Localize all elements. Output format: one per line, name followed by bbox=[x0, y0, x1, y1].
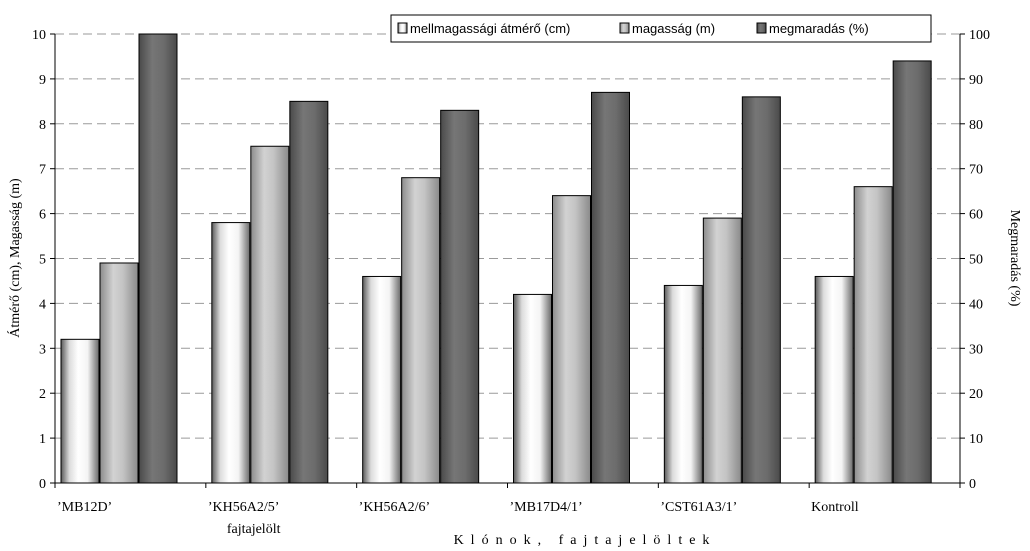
x-category-label: ’KH56A2/6’ bbox=[359, 500, 431, 515]
bar-diameter bbox=[663, 284, 703, 484]
bar-height bbox=[99, 262, 139, 484]
y-tick-label: 2 bbox=[39, 387, 46, 402]
bar-diameter bbox=[814, 275, 854, 484]
y-tick-label: 8 bbox=[39, 118, 46, 133]
x-axis-title: Klónok, fajtajelöltek bbox=[454, 533, 717, 548]
y2-tick-label: 60 bbox=[969, 208, 983, 223]
y2-axis-title: Megmaradás (%) bbox=[1007, 210, 1022, 307]
y-tick-label: 1 bbox=[39, 432, 46, 447]
y2-tick-label: 100 bbox=[969, 28, 990, 43]
y2-tick-label: 40 bbox=[969, 297, 983, 312]
axes bbox=[50, 33, 965, 488]
legend-box bbox=[390, 14, 932, 43]
y-tick-label: 6 bbox=[39, 208, 46, 223]
bar-diameter bbox=[60, 338, 100, 484]
legend-swatch-survival bbox=[756, 22, 767, 34]
bar-diameter bbox=[513, 293, 552, 484]
x-category-label: ’KH56A2/5’ bbox=[208, 500, 280, 515]
bar-height bbox=[552, 195, 591, 484]
y2-tick-label: 50 bbox=[969, 253, 983, 268]
bar-diameter bbox=[362, 275, 402, 484]
bar-height bbox=[702, 217, 742, 484]
y-tick-label: 3 bbox=[39, 342, 46, 357]
x-category-label: ’MB17D4/1’ bbox=[510, 500, 583, 515]
legend-label-survival: megmaradás (%) bbox=[769, 21, 869, 36]
bar-survival bbox=[138, 33, 178, 484]
y2-tick-label: 30 bbox=[969, 342, 983, 357]
y2-tick-label: 20 bbox=[969, 387, 983, 402]
bar-diameter bbox=[211, 222, 251, 484]
x-category-label: ’MB12D’ bbox=[57, 500, 112, 515]
y2-tick-label: 80 bbox=[969, 118, 983, 133]
tick-labels: 0123456789100102030405060708090100’MB12D… bbox=[32, 28, 990, 537]
y2-tick-label: 70 bbox=[969, 163, 983, 178]
x-category-label: ’CST61A3/1’ bbox=[660, 500, 737, 515]
bar-survival bbox=[892, 60, 932, 484]
bar-survival bbox=[591, 91, 630, 484]
legend-label-height: magasság (m) bbox=[632, 21, 715, 36]
bar-survival bbox=[440, 109, 480, 484]
x-category-label: Kontroll bbox=[811, 500, 859, 515]
y2-tick-label: 0 bbox=[969, 477, 976, 492]
bars bbox=[60, 33, 932, 484]
y-tick-label: 5 bbox=[39, 253, 46, 268]
bar-height bbox=[853, 186, 893, 484]
y-tick-label: 0 bbox=[39, 477, 46, 492]
y-tick-label: 7 bbox=[39, 163, 46, 178]
y2-tick-label: 90 bbox=[969, 73, 983, 88]
legend-swatch-diameter bbox=[397, 22, 408, 34]
x-category-sublabel: fajtajelölt bbox=[227, 522, 281, 537]
y-tick-label: 9 bbox=[39, 73, 46, 88]
y-axis-title: Átmérő (cm), Magasság (m) bbox=[6, 178, 23, 338]
bar-survival bbox=[289, 100, 329, 484]
bar-survival bbox=[741, 96, 781, 484]
bar-height bbox=[401, 177, 441, 484]
bar-height bbox=[250, 145, 290, 484]
legend-label-diameter: mellmagassági átmérő (cm) bbox=[410, 21, 570, 36]
y2-tick-label: 10 bbox=[969, 432, 983, 447]
legend: mellmagassági átmérő (cm) magasság (m) m… bbox=[390, 14, 932, 43]
y-tick-label: 4 bbox=[39, 297, 46, 312]
y-tick-label: 10 bbox=[32, 28, 46, 43]
legend-swatch-height bbox=[619, 22, 630, 34]
